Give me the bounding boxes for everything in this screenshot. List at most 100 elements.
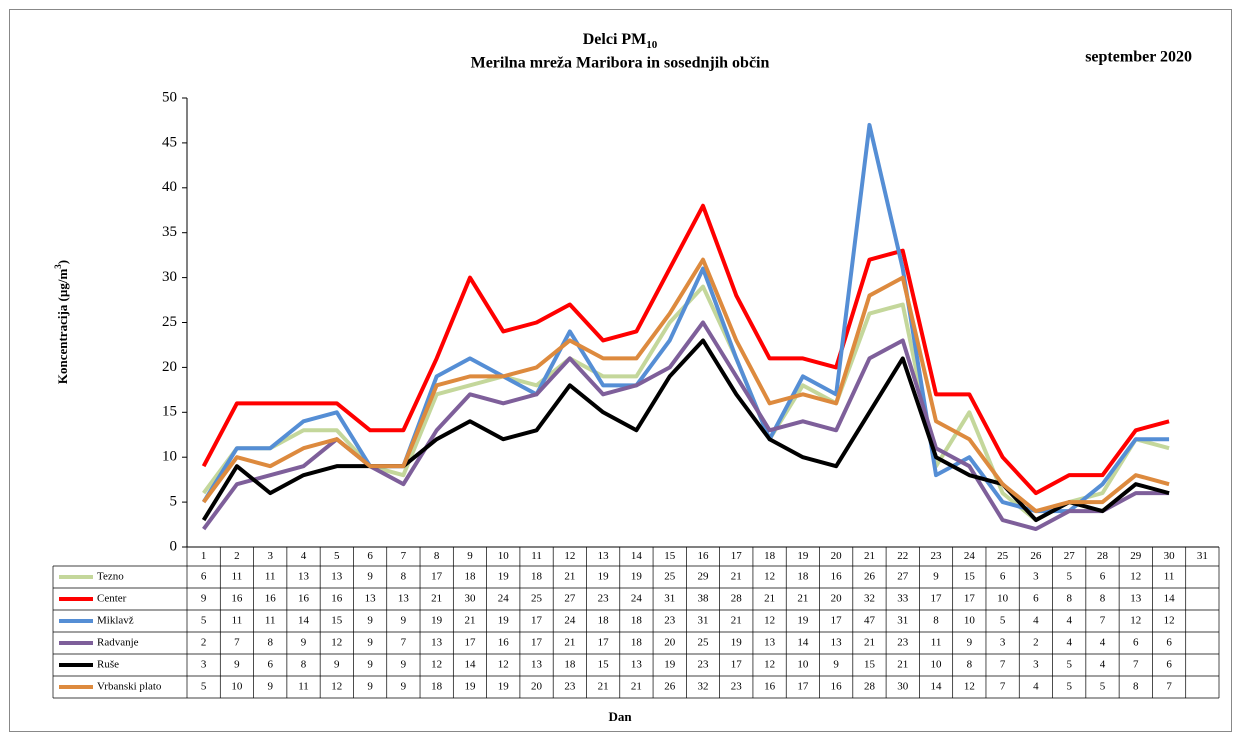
table-value: 13 — [531, 659, 543, 671]
legend-label: Radvanje — [97, 637, 139, 649]
table-value: 9 — [401, 659, 407, 671]
table-value: 13 — [331, 571, 343, 583]
table-value: 20 — [664, 637, 676, 649]
y-tick-label: 50 — [162, 89, 177, 105]
y-label-sup: 3 — [53, 264, 63, 269]
table-value: 12 — [764, 615, 775, 627]
table-value: 9 — [933, 571, 939, 583]
table-value: 26 — [664, 681, 676, 693]
table-value: 14 — [298, 615, 310, 627]
x-tick-label: 2 — [234, 550, 240, 562]
title-text: Delci PM — [583, 31, 647, 48]
y-tick-label: 5 — [170, 494, 178, 510]
table-value: 5 — [201, 615, 207, 627]
x-tick-label: 31 — [1197, 550, 1208, 562]
table-value: 5 — [1100, 681, 1106, 693]
table-value: 12 — [331, 637, 342, 649]
table-value: 12 — [1164, 615, 1175, 627]
y-tick-label: 40 — [162, 179, 177, 195]
chart-border — [9, 9, 1232, 732]
x-tick-label: 16 — [698, 550, 710, 562]
table-value: 16 — [298, 593, 310, 605]
table-value: 29 — [698, 571, 710, 583]
table-value: 7 — [234, 637, 240, 649]
chart-subtitle: Merilna mreža Maribora in sosednjih obči… — [471, 55, 770, 72]
table-value: 7 — [1000, 681, 1006, 693]
series-line — [202, 284, 1170, 523]
table-value: 9 — [334, 659, 340, 671]
table-value: 4 — [1066, 637, 1072, 649]
table-value: 17 — [464, 637, 476, 649]
table-value: 6 — [1133, 637, 1139, 649]
legend-label: Ruše — [97, 659, 119, 671]
table-value: 19 — [598, 571, 610, 583]
table-value: 21 — [598, 681, 609, 693]
table-value: 30 — [464, 593, 476, 605]
table-value: 9 — [401, 615, 407, 627]
table-value: 9 — [367, 615, 373, 627]
table-value: 25 — [698, 637, 710, 649]
table-value: 4 — [1033, 681, 1039, 693]
x-tick-label: 13 — [598, 550, 610, 562]
table-value: 11 — [265, 571, 276, 583]
y-label-text: Koncentracija (µg/m — [55, 269, 70, 385]
series-line — [201, 203, 1170, 496]
table-value: 11 — [265, 615, 276, 627]
table-value: 18 — [531, 571, 543, 583]
table-value: 17 — [598, 637, 610, 649]
table-value: 16 — [498, 637, 510, 649]
x-tick-label: 27 — [1064, 550, 1076, 562]
table-value: 19 — [498, 571, 510, 583]
table-value: 11 — [232, 571, 243, 583]
x-tick-label: 4 — [301, 550, 307, 562]
table-value: 9 — [967, 637, 973, 649]
x-tick-label: 19 — [797, 550, 809, 562]
table-value: 9 — [234, 659, 240, 671]
table-value: 8 — [1133, 681, 1139, 693]
table-value: 4 — [1100, 659, 1106, 671]
table-value: 18 — [464, 571, 476, 583]
x-tick-label: 3 — [267, 550, 273, 562]
table-value: 13 — [398, 593, 410, 605]
series-line — [201, 122, 1170, 514]
x-tick-label: 25 — [997, 550, 1009, 562]
legend-label: Center — [97, 593, 127, 605]
x-tick-label: 28 — [1097, 550, 1109, 562]
table-value: 21 — [464, 615, 475, 627]
table-value: 19 — [498, 681, 510, 693]
table-value: 7 — [1000, 659, 1006, 671]
table-value: 12 — [764, 571, 775, 583]
x-tick-label: 17 — [731, 550, 743, 562]
table-value: 47 — [864, 615, 876, 627]
table-value: 12 — [431, 659, 442, 671]
x-tick-label: 21 — [864, 550, 875, 562]
x-axis-label: Dan — [608, 709, 632, 724]
table-value: 21 — [431, 593, 442, 605]
table-value: 18 — [598, 615, 610, 627]
table-value: 16 — [265, 593, 277, 605]
table-value: 16 — [831, 571, 843, 583]
table-value: 19 — [797, 615, 809, 627]
table-value: 19 — [464, 681, 476, 693]
table-value: 6 — [267, 659, 273, 671]
x-tick-label: 18 — [764, 550, 776, 562]
table-value: 15 — [964, 571, 976, 583]
table-value: 19 — [498, 615, 510, 627]
table-value: 5 — [201, 681, 207, 693]
table-value: 9 — [201, 593, 207, 605]
y-tick-label: 25 — [162, 314, 177, 330]
table-value: 17 — [831, 615, 843, 627]
table-value: 3 — [1033, 659, 1039, 671]
table-value: 5 — [1066, 681, 1072, 693]
table-value: 8 — [1100, 593, 1106, 605]
table-value: 13 — [298, 571, 310, 583]
table-value: 31 — [897, 615, 908, 627]
table-value: 13 — [365, 593, 377, 605]
y-tick-label: 30 — [162, 269, 177, 285]
table-value: 14 — [931, 681, 943, 693]
table-value: 4 — [1066, 615, 1072, 627]
table-value: 17 — [731, 659, 743, 671]
x-tick-label: 5 — [334, 550, 340, 562]
table-value: 16 — [331, 593, 343, 605]
table-value: 19 — [731, 637, 743, 649]
